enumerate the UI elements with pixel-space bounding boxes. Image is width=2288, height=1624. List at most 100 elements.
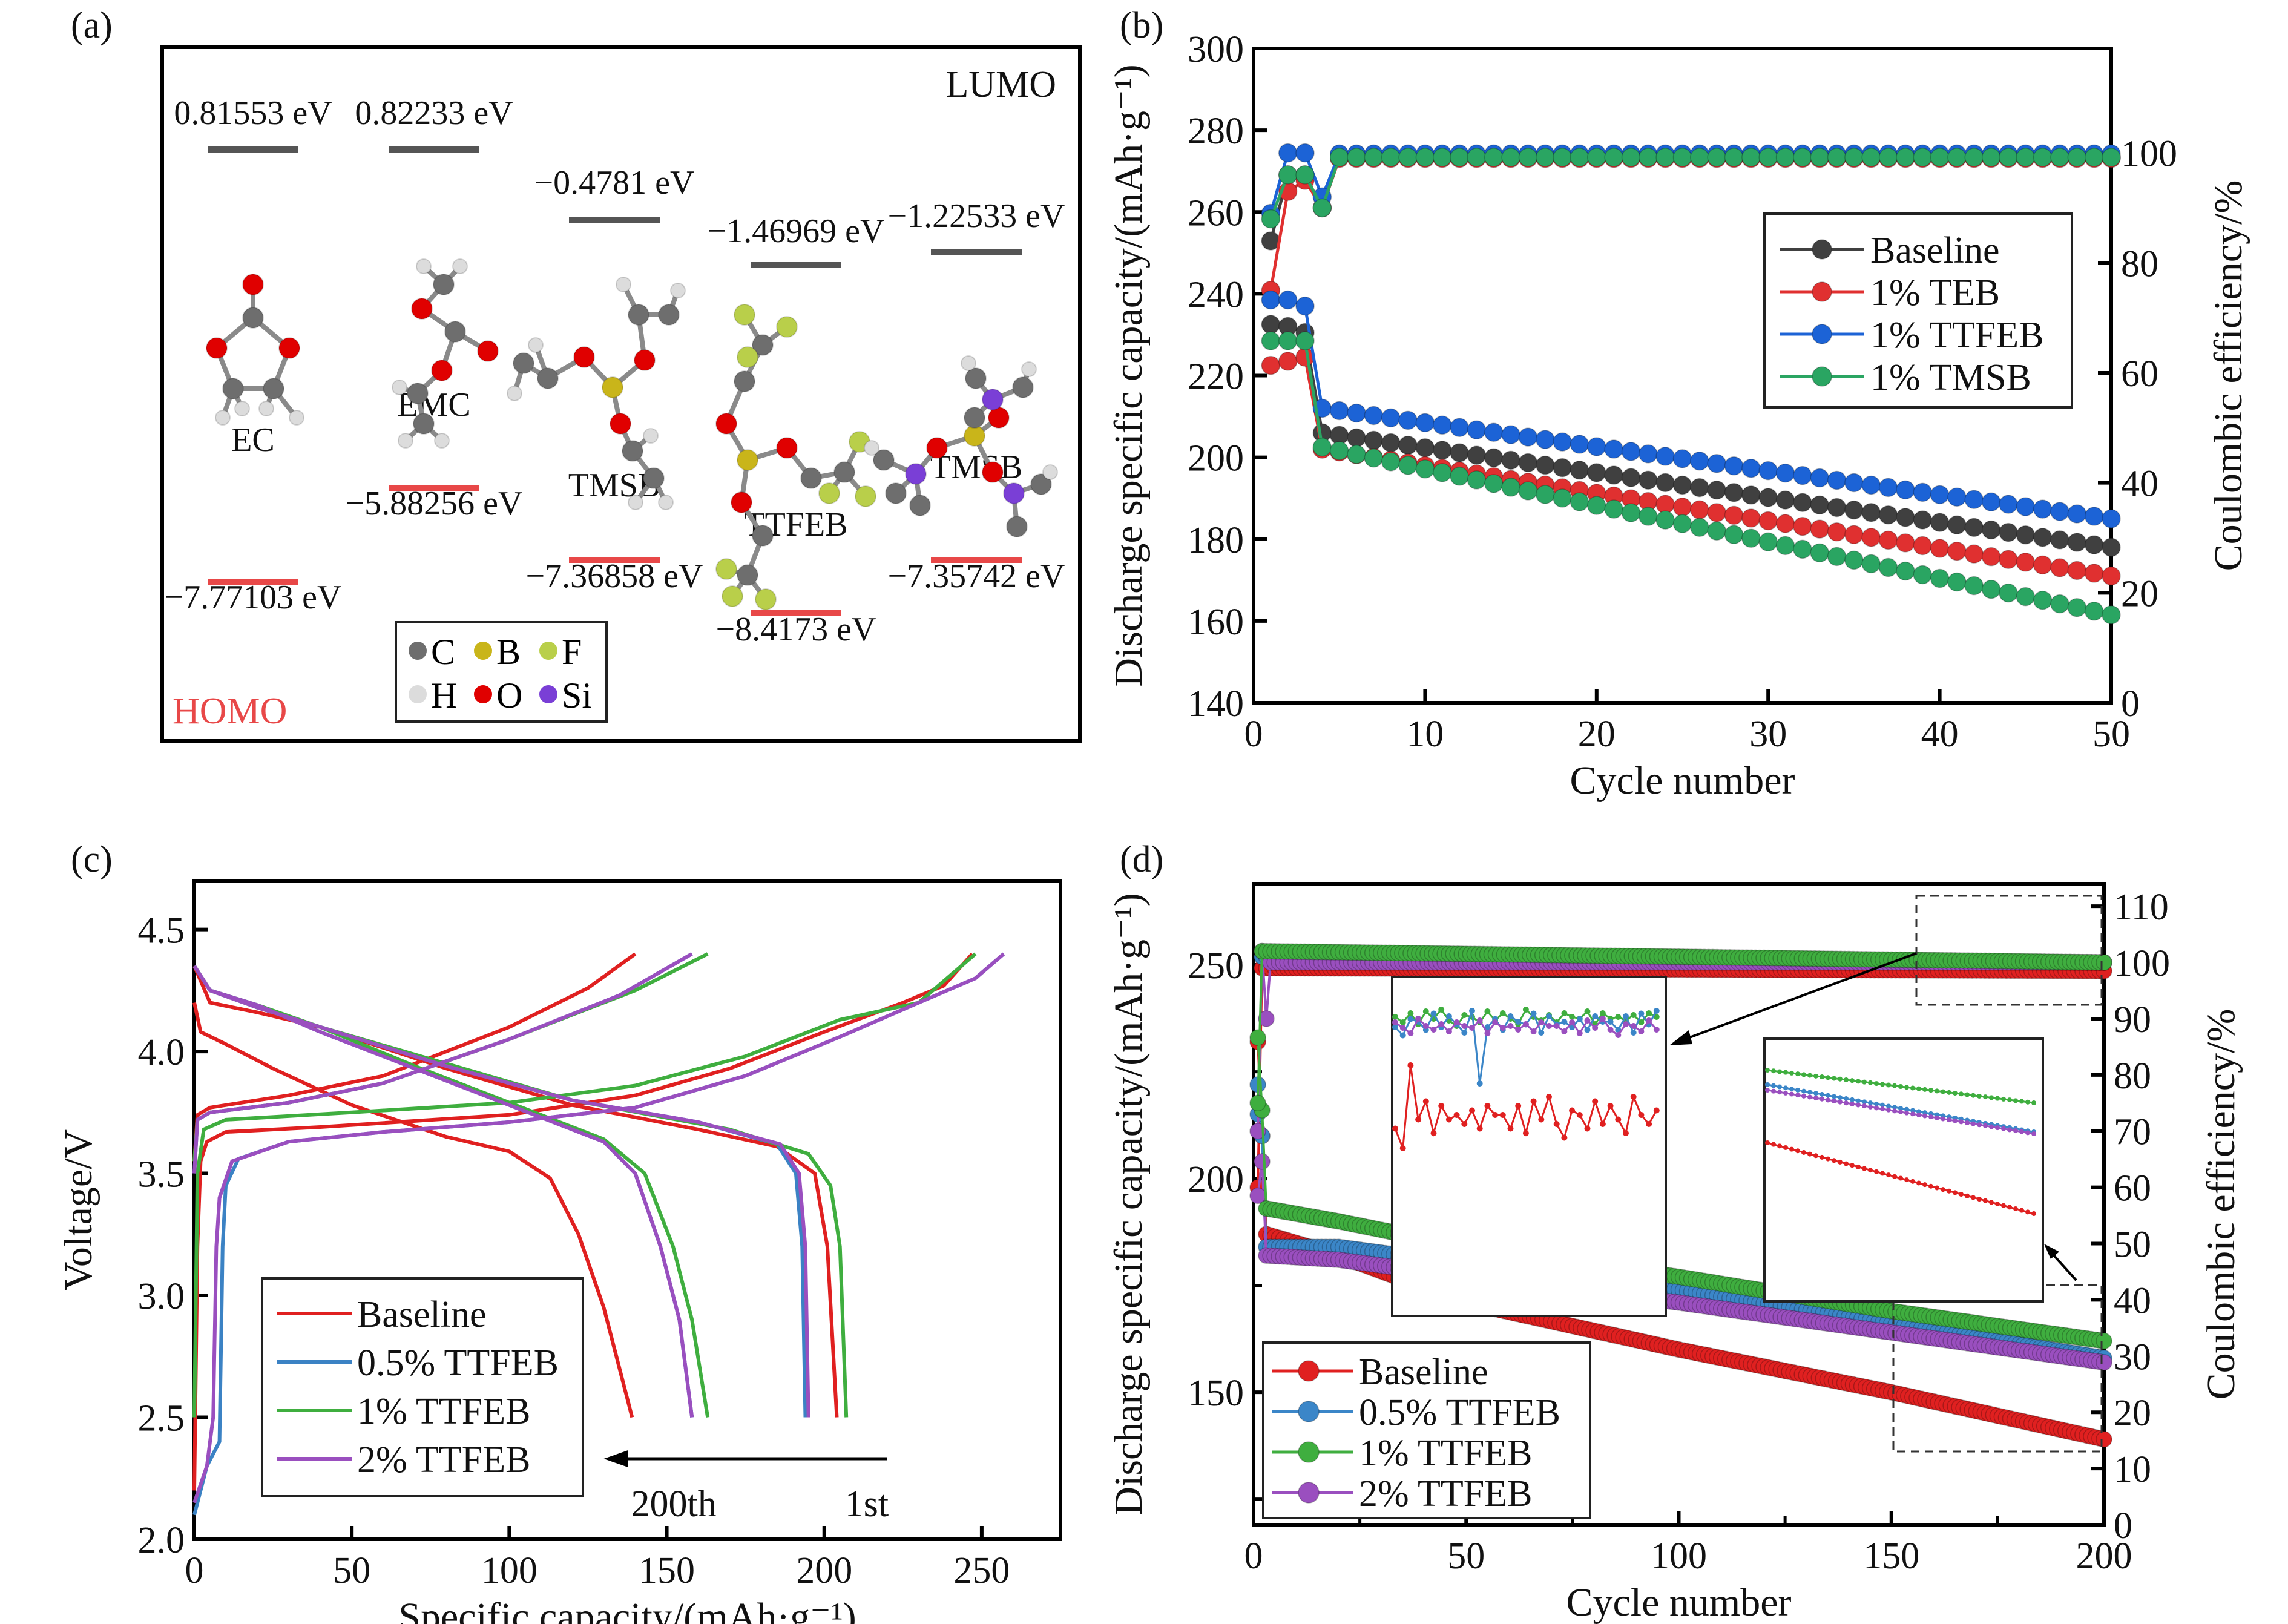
- inset-point: [1813, 1073, 1818, 1079]
- capacity-point: [1913, 510, 1933, 530]
- capacity-point: [1827, 547, 1847, 567]
- inset-point: [1868, 1104, 1873, 1110]
- ce-point: [1278, 143, 1298, 163]
- legend-label: 1% TEB: [1870, 272, 2000, 314]
- inset-point: [1538, 1019, 1545, 1025]
- inset-point: [1422, 1023, 1429, 1029]
- inset-point: [1813, 1096, 1818, 1101]
- ce-point: [2050, 148, 2069, 167]
- inset-point: [1430, 1010, 1437, 1017]
- capacity-point: [1690, 478, 1709, 498]
- inset-point: [1832, 1094, 1836, 1099]
- ce-zoom-region: [1915, 895, 2103, 1006]
- capacity-point: [1981, 579, 2001, 599]
- atom-c: [873, 449, 895, 471]
- capacity-point: [1913, 565, 1933, 585]
- capacity-point: [1553, 432, 1572, 452]
- ce-point: [1467, 148, 1487, 167]
- inset-point: [1546, 1094, 1552, 1100]
- inset-point: [1607, 1103, 1614, 1109]
- lumo-energy: −1.22533 eV: [888, 197, 1065, 235]
- inset-point: [1965, 1120, 1970, 1125]
- inset-point: [1904, 1177, 1909, 1183]
- capacity-point: [1793, 539, 1812, 559]
- capacity-point: [1398, 435, 1418, 455]
- atom-c: [513, 352, 534, 374]
- series-1-tmsb: [1261, 148, 2121, 625]
- inset-point: [1898, 1084, 1903, 1089]
- molecule-tmsb-silyl-structure: [864, 355, 1058, 537]
- x-tick-label: 150: [639, 1550, 695, 1591]
- inset-point: [1844, 1096, 1849, 1102]
- inset-point: [1599, 1010, 1606, 1016]
- capacity-point: [1501, 478, 1520, 497]
- capacity-point: [1930, 513, 1950, 532]
- atom-f: [722, 585, 743, 607]
- capacity-point: [1707, 521, 1726, 541]
- capacity-point: [1261, 315, 1281, 334]
- inset-point: [1765, 1082, 1770, 1087]
- panel-d-label: (d): [1120, 839, 1163, 880]
- capacity-point: [1484, 474, 1504, 493]
- atom-dot-o: [474, 685, 492, 703]
- x-axis-title: Cycle number: [1566, 1580, 1791, 1624]
- inset-point: [1530, 1098, 1537, 1105]
- capacity-point: [2096, 1353, 2112, 1371]
- capacity-point: [1964, 544, 1984, 564]
- capacity-point: [1741, 508, 1761, 528]
- atom-h: [864, 440, 879, 456]
- inset-point: [1916, 1109, 1921, 1114]
- inset-point: [1807, 1090, 1812, 1095]
- inset-point: [1476, 1080, 1483, 1087]
- panel-a-label: (a): [71, 5, 113, 46]
- capacity-point: [2096, 1431, 2112, 1448]
- y2-tick-label: 70: [2114, 1112, 2151, 1153]
- inset-point: [1469, 1008, 1475, 1014]
- inset-point: [1995, 1096, 2000, 1101]
- ce-point: [1741, 148, 1761, 167]
- atom-o: [206, 337, 228, 359]
- atom-si: [905, 463, 927, 485]
- molecule-ec-structure: [206, 274, 304, 426]
- atom-c: [909, 495, 931, 516]
- ce-point: [1655, 148, 1675, 167]
- molecule-ec-0: 0.81553 eV −7.77103 eV EC: [165, 94, 342, 616]
- inset-point: [1832, 1099, 1836, 1103]
- capacity-point: [1999, 583, 2018, 603]
- capacity-point: [1536, 455, 1555, 475]
- capacity-point: [1810, 468, 1829, 488]
- lumo-energy: 0.81553 eV: [174, 94, 332, 132]
- inset-point: [1789, 1146, 1794, 1152]
- y2-tick-label: 0: [2121, 683, 2140, 725]
- x-tick-label: 200: [2076, 1536, 2132, 1577]
- ce-point: [1775, 148, 1795, 167]
- capacity-point: [2033, 555, 2053, 575]
- atom-o: [431, 360, 453, 381]
- atom-h: [961, 355, 976, 371]
- inset-point: [1904, 1106, 1909, 1112]
- atom-h: [507, 386, 522, 401]
- y-tick-label: 220: [1188, 357, 1244, 398]
- capacity-point: [2050, 502, 2069, 521]
- inset-point: [1880, 1102, 1885, 1108]
- inset-point: [1820, 1074, 1824, 1080]
- inset-point: [1630, 1030, 1637, 1036]
- inset-point: [1538, 1116, 1545, 1123]
- y2-tick-label: 100: [2121, 134, 2177, 175]
- y-axis-title: Voltage/V: [56, 1129, 100, 1290]
- inset-point: [1630, 1023, 1637, 1029]
- inset-point: [1777, 1090, 1782, 1095]
- inset-point: [1904, 1110, 1909, 1116]
- capacity-point: [1810, 543, 1829, 563]
- y-tick-label: 2.5: [138, 1398, 185, 1439]
- legend-label: 2% TTFEB: [357, 1439, 530, 1481]
- inset-point: [1569, 1107, 1576, 1114]
- atom-h: [289, 410, 304, 426]
- capacity-point: [1861, 554, 1881, 574]
- capacity-point: [1364, 449, 1384, 468]
- inset-point: [1795, 1071, 1800, 1077]
- panel-a-frontier-orbitals: (a) LUMO HOMO 0.81553 eV−7.77103 eVEC0.8…: [71, 5, 1082, 743]
- inset-point: [1623, 1021, 1629, 1027]
- homo-label: HOMO: [173, 691, 287, 732]
- capacity-point: [1553, 458, 1572, 478]
